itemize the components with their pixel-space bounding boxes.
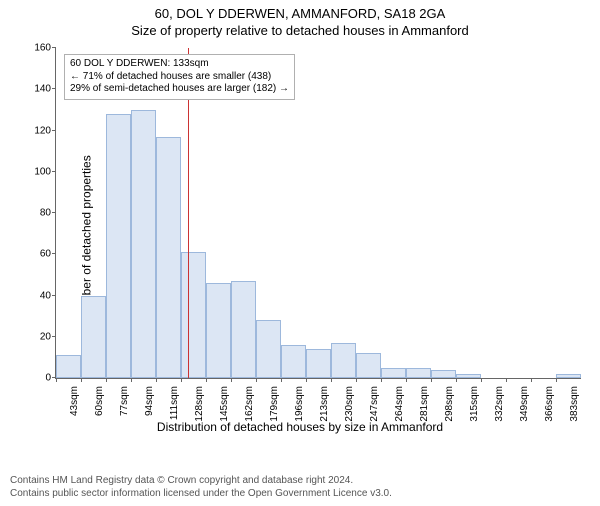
histogram-bar: [406, 368, 431, 378]
x-tick-mark: [106, 378, 107, 382]
x-tick-mark: [131, 378, 132, 382]
y-tick-mark: [52, 212, 56, 213]
x-tick-mark: [256, 378, 257, 382]
x-tick-mark: [531, 378, 532, 382]
x-tick-mark: [381, 378, 382, 382]
x-tick-mark: [306, 378, 307, 382]
histogram-bar: [56, 355, 81, 378]
y-tick-label: 140: [21, 84, 51, 95]
y-tick-label: 100: [21, 166, 51, 177]
histogram-bar: [206, 283, 231, 378]
plot-area: 60 DOL Y DDERWEN: 133sqm ← 71% of detach…: [55, 48, 581, 379]
y-tick-label: 20: [21, 331, 51, 342]
y-tick-label: 60: [21, 249, 51, 260]
histogram-bar: [181, 252, 206, 378]
annotation-line1: 60 DOL Y DDERWEN: 133sqm: [70, 58, 289, 71]
y-tick-mark: [52, 171, 56, 172]
histogram-bar: [356, 353, 381, 378]
x-tick-mark: [156, 378, 157, 382]
y-tick-label: 120: [21, 125, 51, 136]
y-tick-label: 40: [21, 290, 51, 301]
y-tick-mark: [52, 88, 56, 89]
histogram-bar: [281, 345, 306, 378]
histogram-bar: [456, 374, 481, 378]
histogram-bar: [556, 374, 581, 378]
histogram-bar: [231, 281, 256, 378]
x-tick-mark: [356, 378, 357, 382]
x-tick-mark: [406, 378, 407, 382]
attribution: Contains HM Land Registry data © Crown c…: [10, 474, 392, 500]
x-axis-label: Distribution of detached houses by size …: [0, 420, 600, 434]
x-tick-mark: [181, 378, 182, 382]
y-tick-label: 160: [21, 43, 51, 54]
x-tick-mark: [281, 378, 282, 382]
x-tick-mark: [456, 378, 457, 382]
x-tick-mark: [481, 378, 482, 382]
y-tick-mark: [52, 47, 56, 48]
histogram-bar: [156, 137, 181, 378]
page-subtitle: Size of property relative to detached ho…: [0, 23, 600, 38]
x-tick-mark: [56, 378, 57, 382]
annotation-line3: 29% of semi-detached houses are larger (…: [70, 83, 289, 96]
x-tick-mark: [331, 378, 332, 382]
x-tick-mark: [206, 378, 207, 382]
histogram-bar: [256, 320, 281, 378]
x-tick-mark: [556, 378, 557, 382]
histogram-bar: [431, 370, 456, 378]
y-tick-label: 80: [21, 208, 51, 219]
y-tick-mark: [52, 253, 56, 254]
histogram-bar: [381, 368, 406, 378]
histogram-bar: [81, 296, 106, 379]
y-tick-label: 0: [21, 373, 51, 384]
x-tick-mark: [431, 378, 432, 382]
y-tick-mark: [52, 295, 56, 296]
attribution-line2: Contains public sector information licen…: [10, 487, 392, 500]
page-title-address: 60, DOL Y DDERWEN, AMMANFORD, SA18 2GA: [0, 6, 600, 21]
x-tick-mark: [506, 378, 507, 382]
attribution-line1: Contains HM Land Registry data © Crown c…: [10, 474, 392, 487]
x-tick-mark: [81, 378, 82, 382]
x-tick-mark: [231, 378, 232, 382]
annotation-line2: ← 71% of detached houses are smaller (43…: [70, 71, 289, 84]
chart-container: Number of detached properties 60 DOL Y D…: [0, 38, 600, 438]
histogram-bar: [106, 114, 131, 378]
y-tick-mark: [52, 336, 56, 337]
y-tick-mark: [52, 130, 56, 131]
annotation-box: 60 DOL Y DDERWEN: 133sqm ← 71% of detach…: [64, 54, 295, 100]
histogram-bar: [331, 343, 356, 378]
histogram-bar: [131, 110, 156, 378]
histogram-bar: [306, 349, 331, 378]
